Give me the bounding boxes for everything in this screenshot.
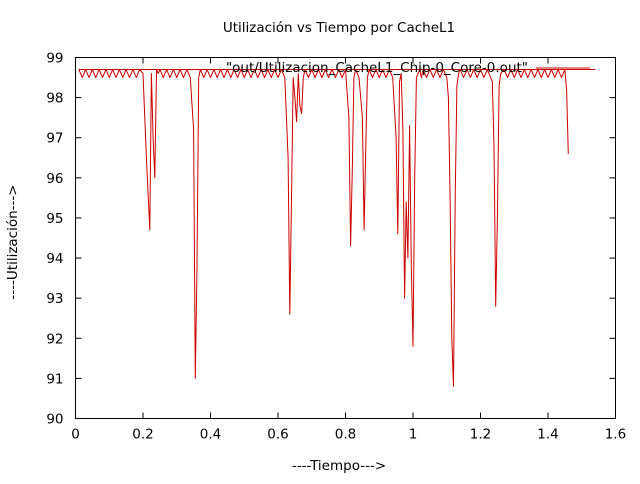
y-tick-label: 93 bbox=[46, 291, 63, 307]
x-tick-label: 0 bbox=[71, 427, 80, 443]
x-tick-label: 1 bbox=[409, 427, 418, 443]
x-tick-label: 0.6 bbox=[267, 427, 288, 443]
axis-ticks: 0 0.2 0.4 0.6 0.8 1 1.2 1.4 1.6 90 91 92 93 94 95 96 97 9… bbox=[46, 51, 626, 443]
plot-area bbox=[78, 69, 596, 387]
legend-series-label: "out/Utilizacion_CacheL1_Chip-0_Core-0.o… bbox=[226, 60, 528, 76]
x-axis-label: ----Tiempo---> bbox=[292, 458, 386, 474]
y-tick-label: 96 bbox=[46, 171, 63, 187]
y-tick-label: 94 bbox=[46, 251, 63, 267]
y-axis-label: ----Utilización---> bbox=[5, 184, 21, 299]
chart-title: Utilización vs Tiempo por CacheL1 bbox=[223, 20, 455, 36]
y-tick-label: 98 bbox=[46, 91, 63, 107]
y-tick-label: 97 bbox=[46, 131, 63, 147]
x-tick-label: 0.4 bbox=[200, 427, 221, 443]
x-tick-label: 0.8 bbox=[335, 427, 356, 443]
x-tick-label: 1.2 bbox=[470, 427, 491, 443]
y-tick-label: 99 bbox=[46, 51, 63, 67]
y-tick-label: 90 bbox=[46, 412, 63, 428]
series-line-utilizacion bbox=[78, 69, 569, 387]
y-tick-label: 91 bbox=[46, 371, 63, 387]
x-tick-label: 1.6 bbox=[605, 427, 626, 443]
y-tick-label: 95 bbox=[46, 211, 63, 227]
x-tick-label: 1.4 bbox=[537, 427, 558, 443]
x-tick-label: 0.2 bbox=[132, 427, 153, 443]
axis-frame bbox=[75, 57, 616, 419]
y-tick-label: 92 bbox=[46, 331, 63, 347]
